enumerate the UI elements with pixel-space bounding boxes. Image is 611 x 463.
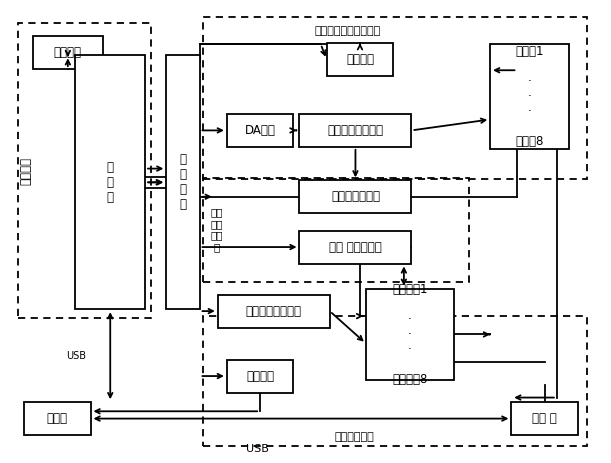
Bar	[299, 114, 411, 147]
Bar	[218, 294, 330, 327]
Bar	[166, 56, 200, 309]
Bar	[299, 231, 411, 263]
Bar	[299, 180, 411, 213]
Bar	[203, 177, 469, 282]
Bar	[227, 360, 293, 393]
Text: 单
片
机: 单 片 机	[107, 161, 114, 204]
Bar	[18, 23, 151, 319]
Bar	[203, 316, 587, 446]
Text: USB: USB	[246, 444, 268, 454]
Bar	[511, 402, 578, 435]
Bar	[24, 402, 90, 435]
Bar	[366, 289, 454, 380]
Text: 多通道加热控制: 多通道加热控制	[331, 190, 380, 203]
Text: 主控模块: 主控模块	[20, 157, 32, 185]
Bar	[203, 17, 587, 179]
Text: 多通 道测温控制: 多通 道测温控制	[329, 241, 382, 254]
Text: 热敏电阻1

·
·
·

热敏电阻8: 热敏电阻1 · · · 热敏电阻8	[392, 283, 428, 386]
Text: 上位机: 上位机	[47, 412, 68, 425]
Text: 微安级恒流源电路: 微安级恒流源电路	[246, 305, 302, 318]
Text: DA转换: DA转换	[244, 124, 276, 137]
Text: 电热丝1

·
·
·

电热丝8: 电热丝1 · · · 电热丝8	[515, 45, 544, 148]
Bar	[490, 44, 569, 149]
Bar	[327, 43, 393, 76]
Text: 万用 表: 万用 表	[532, 412, 557, 425]
Bar	[75, 56, 145, 309]
Text: USB: USB	[66, 350, 86, 361]
Text: 数据采集: 数据采集	[246, 369, 274, 382]
Text: 温度采集模块: 温度采集模块	[334, 432, 374, 442]
Text: 功率校检: 功率校检	[346, 53, 374, 66]
Bar	[33, 36, 103, 69]
Text: 高精度恒流源电路: 高精度恒流源电路	[327, 124, 384, 137]
Text: 热脉冲控制与激发模块: 热脉冲控制与激发模块	[315, 25, 381, 36]
Text: 电源模块: 电源模块	[54, 46, 82, 59]
Text: 多通
道控
制模
块: 多通 道控 制模 块	[210, 207, 223, 252]
Text: 光
耦
隔
离: 光 耦 隔 离	[180, 153, 186, 211]
Bar	[227, 114, 293, 147]
